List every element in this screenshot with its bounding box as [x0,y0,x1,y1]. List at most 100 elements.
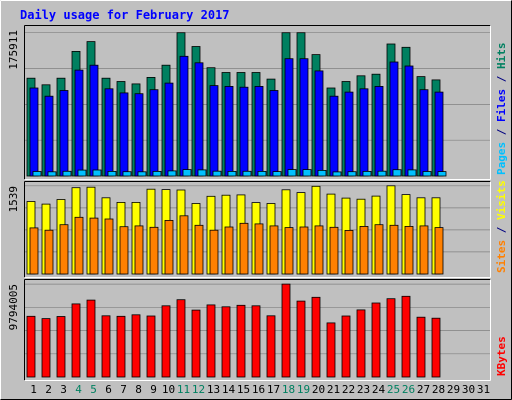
bar-kbytes-day-5 [86,299,96,378]
bar-kbytes-day-13 [206,304,216,378]
x-tick-labels: 1 2 3 4 5 6 7 8 9 10 11 12 13 14 15 16 17 18 19 20 21 22 23 24 2… [30,383,490,396]
bar-pages-day-5 [92,169,102,177]
bar-files-day-18 [284,58,294,177]
x-tick-label-day-13: 13 [207,383,220,396]
bar-pages-day-18 [287,169,297,177]
x-tick-label-day-4: 4 [75,383,82,396]
bar-kbytes-day-18 [281,283,291,378]
bar-files-day-21 [329,95,339,177]
bar-kbytes-day-2 [41,318,51,378]
bar-kbytes-day-23 [356,309,366,378]
x-tick-label-day-1: 1 [30,383,37,396]
bar-kbytes-day-4 [71,303,81,378]
bar-sites-day-7 [119,226,129,275]
bar-kbytes-day-28 [431,317,441,378]
x-tick-label-day-9: 9 [150,383,157,396]
bar-sites-day-26 [404,225,414,275]
bar-pages-day-6 [107,170,117,177]
bar-kbytes-day-6 [101,315,111,378]
bar-files-day-12 [194,62,204,177]
x-tick-label-day-23: 23 [357,383,370,396]
bar-pages-day-13 [212,170,222,177]
bar-pages-day-22 [347,171,357,177]
bar-sites-day-20 [314,225,324,275]
series-pages [32,169,447,177]
bar-sites-day-6 [104,218,114,275]
bar-sites-day-1 [29,227,39,275]
bar-pages-day-11 [182,169,192,177]
x-tick-label-day-11: 11 [177,383,190,396]
x-tick-label-day-2: 2 [45,383,52,396]
series-sites [29,215,444,275]
bar-kbytes-day-27 [416,316,426,378]
x-tick-label-day-26: 26 [402,383,415,396]
y-axis-label-part: Sites [495,240,508,273]
bar-kbytes-day-1 [26,315,36,378]
bar-pages-day-12 [197,169,207,177]
bar-kbytes-day-16 [251,305,261,378]
bar-pages-day-9 [152,170,162,177]
panel-kbytes: 9794005 KBytes [7,279,508,381]
bar-pages-day-23 [362,170,372,177]
x-tick-label-day-6: 6 [105,383,112,396]
bar-files-day-22 [344,91,354,177]
x-tick-label-day-12: 12 [192,383,205,396]
bar-sites-day-5 [89,217,99,275]
bar-kbytes-day-12 [191,309,201,378]
bar-pages-day-8 [137,171,147,177]
bar-kbytes-day-8 [131,314,141,378]
y-axis-label-part: Pages [495,142,508,175]
y-axis-label: KBytes [495,336,508,376]
y-axis-label-part: Visits [495,180,508,220]
bar-sites-day-28 [434,227,444,275]
bar-kbytes-day-24 [371,302,381,378]
y-axis-label-part: KBytes [495,336,508,376]
y-tick-label: 1539 [7,186,20,213]
bar-pages-day-7 [122,171,132,177]
bar-files-day-16 [254,86,264,177]
bar-files-day-9 [149,89,159,177]
bar-files-day-2 [44,95,54,177]
bar-kbytes-day-17 [266,315,276,378]
bar-sites-day-18 [284,227,294,275]
bar-pages-day-1 [32,171,42,177]
x-tick-label-day-16: 16 [252,383,265,396]
y-axis-label-part: / [495,69,508,89]
bar-files-day-11 [179,55,189,177]
bar-kbytes-day-21 [326,322,336,378]
bar-kbytes-day-14 [221,306,231,378]
x-tick-label-day-8: 8 [135,383,142,396]
bar-sites-day-21 [329,226,339,275]
x-tick-label-day-28: 28 [432,383,445,396]
bar-kbytes-day-19 [296,300,306,378]
bar-files-day-8 [134,93,144,177]
x-tick-label-day-29: 29 [447,383,460,396]
x-tick-label-day-15: 15 [237,383,250,396]
x-tick-label-day-14: 14 [222,383,236,396]
bar-kbytes-day-10 [161,305,171,378]
bar-sites-day-25 [389,224,399,275]
bar-files-day-17 [269,90,279,177]
x-tick-label-day-31: 31 [477,383,490,396]
bar-sites-day-14 [224,226,234,275]
x-tick-label-day-27: 27 [417,383,430,396]
chart-panels: 175911 Pages / Files / Hits 1539 Sites / Vi… [7,25,508,381]
y-axis-label: Pages / Files / Hits [495,43,508,176]
y-axis-label-part: / [495,122,508,142]
bar-sites-day-9 [149,226,159,275]
bar-pages-day-27 [422,171,432,177]
bar-pages-day-28 [437,171,447,177]
x-tick-label-day-10: 10 [162,383,175,396]
bar-files-day-5 [89,64,99,177]
bar-sites-day-8 [134,225,144,275]
bar-pages-day-24 [377,170,387,177]
x-tick-label-day-30: 30 [462,383,475,396]
bar-pages-day-21 [332,171,342,177]
bar-sites-day-16 [254,223,264,275]
chart-title: Daily usage for February 2017 [20,8,230,22]
bar-files-day-1 [29,87,39,177]
x-tick-label-day-19: 19 [297,383,310,396]
bar-pages-day-3 [62,170,72,177]
bar-sites-day-3 [59,224,69,275]
x-tick-label-day-7: 7 [120,383,127,396]
